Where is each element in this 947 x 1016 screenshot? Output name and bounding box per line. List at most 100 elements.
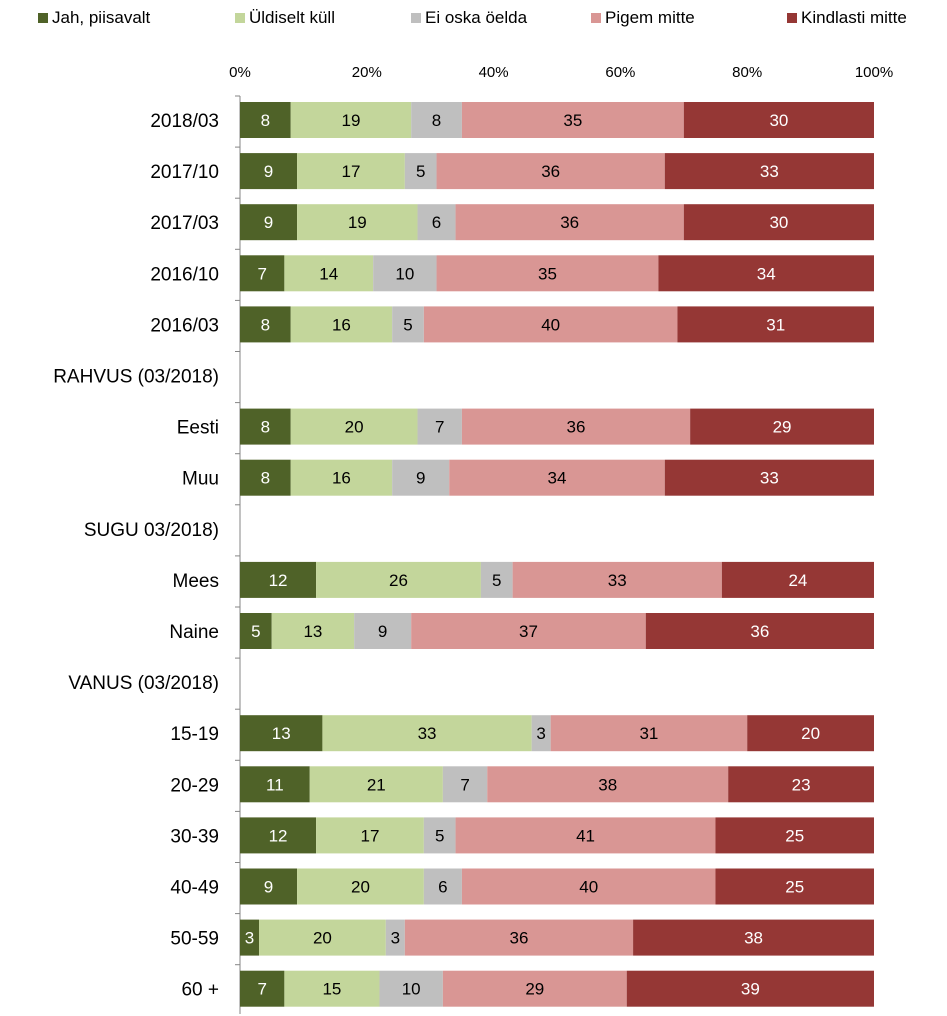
category-label-30-39: 30-39: [170, 826, 219, 847]
data-label-60-ei-oska-elda: 10: [402, 980, 421, 999]
data-label-15-19-ei-oska-elda: 3: [536, 724, 545, 743]
bar-2017-03-ei-oska-elda: [417, 204, 456, 241]
bar-2017-10-jah-piisavalt: [240, 153, 298, 190]
data-label-naine-jah-piisavalt: 5: [251, 622, 260, 641]
category-label-2016-03: 2016/03: [150, 315, 219, 336]
data-label-eesti-kindlasti-mitte: 29: [773, 418, 792, 437]
category-label-15-19: 15-19: [170, 724, 219, 745]
bar-40-49-kindlasti-mitte: [715, 868, 874, 905]
bar-2017-10-ei-oska-elda: [404, 153, 437, 190]
bar-muu-kindlasti-mitte: [664, 459, 874, 496]
bar-60-pigem-mitte: [442, 970, 627, 1007]
data-label-30-39-ei-oska-elda: 5: [435, 826, 444, 845]
data-label-2018-03-ldiselt-k-ll: 19: [341, 111, 360, 130]
bar-60-ei-oska-elda: [379, 970, 443, 1007]
data-label-muu-jah-piisavalt: 8: [261, 469, 270, 488]
data-label-60-ldiselt-k-ll: 15: [322, 980, 341, 999]
data-label-2017-03-ldiselt-k-ll: 19: [348, 213, 367, 232]
bar-mees-pigem-mitte: [512, 561, 722, 598]
data-label-2017-10-pigem-mitte: 36: [541, 162, 560, 181]
bar-20-29-ei-oska-elda: [442, 766, 488, 803]
data-label-2017-10-ldiselt-k-ll: 17: [341, 162, 360, 181]
data-label-40-49-kindlasti-mitte: 25: [785, 878, 804, 897]
data-label-20-29-kindlasti-mitte: 23: [792, 775, 811, 794]
category-label-60: 60 +: [181, 980, 219, 1001]
data-label-30-39-kindlasti-mitte: 25: [785, 826, 804, 845]
data-label-2016-03-ei-oska-elda: 5: [403, 315, 412, 334]
data-label-2017-03-jah-piisavalt: 9: [264, 213, 273, 232]
y-axis: 2018/03 2017/10 2017/03 2016/10 2016/03 RAHVU…: [53, 95, 241, 1014]
data-label-30-39-pigem-mitte: 41: [576, 826, 595, 845]
x-tick-label-3: 60%: [605, 64, 635, 81]
bar-2016-03-ei-oska-elda: [392, 306, 424, 343]
data-label-2016-10-pigem-mitte: 35: [538, 264, 557, 283]
bar-eesti-ldiselt-k-ll: [290, 408, 418, 445]
data-label-30-39-jah-piisavalt: 12: [269, 826, 288, 845]
bar-30-39-kindlasti-mitte: [715, 817, 874, 854]
category-label-2017-10: 2017/10: [150, 162, 219, 183]
legend-swatch-ldiselt-k-ll: [235, 13, 245, 23]
data-label-muu-pigem-mitte: 34: [548, 469, 567, 488]
category-label-sugu-03-2018: SUGU 03/2018): [84, 520, 219, 541]
category-label-2018-03: 2018/03: [150, 111, 219, 132]
bar-mees-ei-oska-elda: [480, 561, 513, 598]
bar-eesti-kindlasti-mitte: [690, 408, 874, 445]
bar-20-29-ldiselt-k-ll: [309, 766, 443, 803]
data-label-mees-jah-piisavalt: 12: [269, 571, 288, 590]
bar-30-39-jah-piisavalt: [240, 817, 317, 854]
bar-50-59-kindlasti-mitte: [633, 919, 874, 956]
bar-muu-jah-piisavalt: [240, 459, 291, 496]
bar-20-29-jah-piisavalt: [240, 766, 310, 803]
bar-30-39-ldiselt-k-ll: [316, 817, 424, 854]
data-label-2016-10-ldiselt-k-ll: 14: [319, 264, 338, 283]
bar-eesti-pigem-mitte: [461, 408, 691, 445]
bar-2017-03-kindlasti-mitte: [683, 204, 874, 241]
data-label-2017-10-jah-piisavalt: 9: [264, 162, 273, 181]
legend-label-ei-oska-elda: Ei oska öelda: [425, 8, 528, 27]
data-label-50-59-kindlasti-mitte: 38: [744, 929, 763, 948]
data-label-2016-03-kindlasti-mitte: 31: [766, 315, 785, 334]
legend-swatch-kindlasti-mitte: [787, 13, 797, 23]
legend-swatch-pigem-mitte: [591, 13, 601, 23]
bar-2018-03-jah-piisavalt: [240, 102, 291, 138]
data-label-40-49-pigem-mitte: 40: [579, 878, 598, 897]
bar-50-59-jah-piisavalt: [240, 919, 260, 956]
bar-2016-10-ldiselt-k-ll: [284, 255, 374, 292]
data-label-2016-10-jah-piisavalt: 7: [257, 264, 266, 283]
data-label-2018-03-jah-piisavalt: 8: [261, 111, 270, 130]
bars: 8 19 8 35 309 17 5 36 339 19 6 36 307 14 10 35 348 16 5 40 3…: [240, 102, 874, 1007]
category-label-2016-10: 2016/10: [150, 264, 219, 285]
data-label-50-59-pigem-mitte: 36: [509, 929, 528, 948]
x-tick-label-1: 20%: [352, 64, 382, 81]
bar-15-19-ei-oska-elda: [531, 715, 551, 752]
category-label-naine: Naine: [169, 622, 219, 643]
legend-label-ldiselt-k-ll: Üldiselt küll: [249, 8, 335, 27]
data-label-2016-10-kindlasti-mitte: 34: [757, 264, 776, 283]
data-label-2018-03-kindlasti-mitte: 30: [769, 111, 788, 130]
bar-60-ldiselt-k-ll: [284, 970, 380, 1007]
data-label-muu-kindlasti-mitte: 33: [760, 469, 779, 488]
data-label-eesti-pigem-mitte: 36: [567, 418, 586, 437]
bar-naine-ei-oska-elda: [354, 613, 412, 649]
data-label-40-49-ldiselt-k-ll: 20: [351, 878, 370, 897]
x-tick-label-4: 80%: [732, 64, 762, 81]
category-label-20-29: 20-29: [170, 775, 219, 796]
bar-2017-10-kindlasti-mitte: [664, 153, 874, 190]
data-label-mees-pigem-mitte: 33: [608, 571, 627, 590]
bar-15-19-pigem-mitte: [550, 715, 748, 752]
bar-30-39-ei-oska-elda: [423, 817, 456, 854]
data-label-naine-pigem-mitte: 37: [519, 622, 538, 641]
bar-50-59-ei-oska-elda: [385, 919, 405, 956]
category-label-40-49: 40-49: [170, 878, 219, 899]
data-label-eesti-ei-oska-elda: 7: [435, 418, 444, 437]
data-label-2017-10-ei-oska-elda: 5: [416, 162, 425, 181]
data-label-40-49-jah-piisavalt: 9: [264, 878, 273, 897]
bar-naine-pigem-mitte: [411, 613, 646, 649]
data-label-naine-ei-oska-elda: 9: [378, 622, 387, 641]
data-label-15-19-kindlasti-mitte: 20: [801, 724, 820, 743]
category-label-2017-03: 2017/03: [150, 213, 219, 234]
data-label-mees-ldiselt-k-ll: 26: [389, 571, 408, 590]
data-label-2017-03-ei-oska-elda: 6: [432, 213, 441, 232]
category-label-rahvus-03-2018: RAHVUS (03/2018): [53, 367, 219, 388]
data-label-15-19-ldiselt-k-ll: 33: [418, 724, 437, 743]
